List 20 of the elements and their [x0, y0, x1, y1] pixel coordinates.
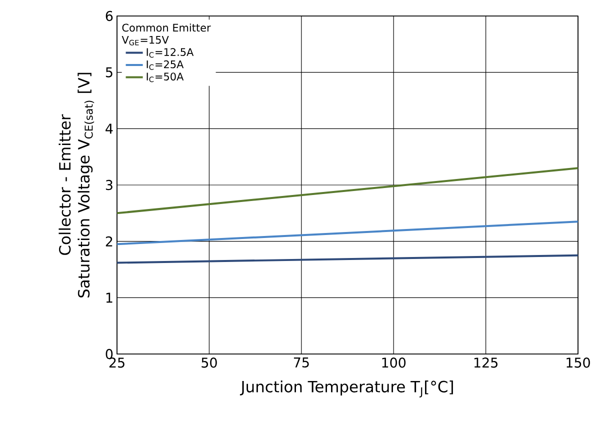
legend-title: Common Emitter	[122, 24, 211, 32]
annotation: V$_{GE}$=15V	[122, 36, 169, 46]
y-axis-title: Collector - Emitter Saturation Voltage V$_{CE(sat)}$ [V]	[58, 72, 94, 298]
legend-label: I$_{C}$=12.5A	[146, 48, 194, 58]
legend-label: I$_{C}$=50A	[146, 72, 184, 82]
x-tick-label: 125	[474, 358, 498, 368]
y-tick-label: 1	[106, 292, 112, 303]
y-tick-label: 2	[106, 236, 112, 246]
legend-label: I$_{C}$=25A	[146, 60, 184, 70]
x-tick-label: 100	[382, 358, 406, 368]
x-tick-label: 50	[202, 358, 217, 368]
y-tick-label: 4	[106, 124, 113, 134]
x-tick-label: 75	[294, 358, 309, 368]
y-tick-label: 5	[106, 67, 112, 78]
x-tick-label: 150	[566, 358, 590, 368]
x-axis-title: Junction Temperature T$_{J}$[°C]	[240, 380, 453, 398]
y-tick-label: 6	[106, 10, 113, 22]
y-tick-label: 3	[106, 180, 112, 190]
y-tick-label: 0	[106, 348, 113, 360]
x-tick-label: 25	[109, 358, 124, 368]
